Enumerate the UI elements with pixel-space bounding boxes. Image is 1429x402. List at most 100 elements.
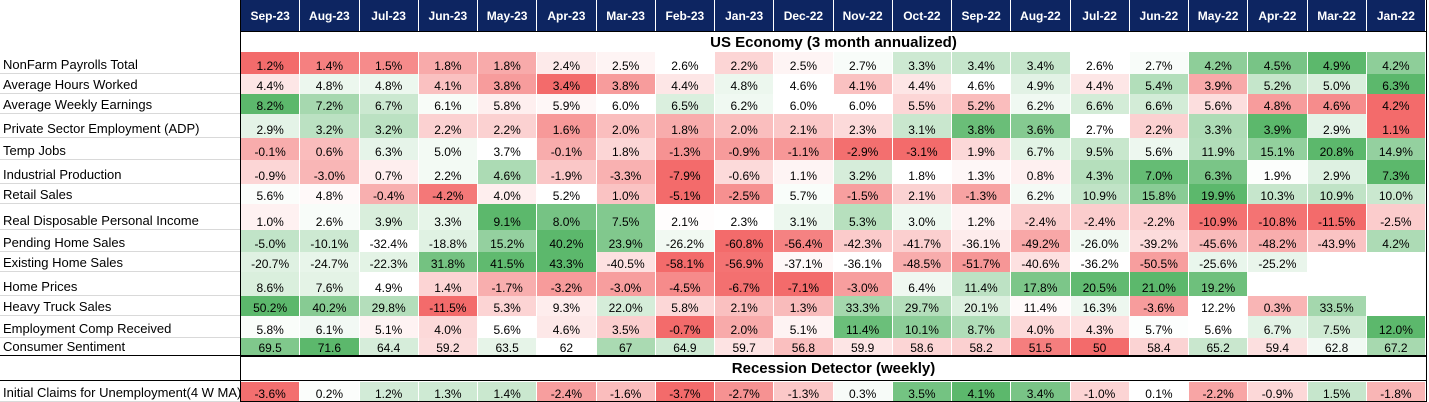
table-cell: 4.2% [1366, 94, 1426, 114]
table-cell: 6.0% [833, 94, 893, 114]
table-cell: 4.2% [1189, 52, 1249, 74]
column-header: Aug-22 [1011, 0, 1071, 31]
table-cell: 4.6% [537, 316, 597, 338]
divider [1426, 0, 1427, 402]
column-header: Dec-22 [774, 0, 834, 31]
table-cell: -1.3% [952, 184, 1012, 204]
table-cell: 2.3% [833, 114, 893, 138]
table-cell: 1.5% [359, 52, 419, 74]
column-header: Apr-22 [1248, 0, 1308, 31]
table-cell: 3.2% [359, 114, 419, 138]
table-cell: -24.7% [300, 252, 360, 272]
table-cell: -56.9% [715, 252, 775, 272]
table-cell: 7.5% [1307, 316, 1367, 338]
table-cell: 58.6 [892, 338, 952, 356]
table-cell: -0.9% [241, 160, 301, 184]
table-cell: 5.6% [1189, 94, 1249, 114]
table-cell: -11.5% [1307, 204, 1367, 230]
table-cell: 11.4% [833, 316, 893, 338]
table-cell: -26.2% [655, 230, 715, 252]
table-cell: -2.4% [1070, 204, 1130, 230]
table-cell: 4.8% [300, 74, 360, 94]
table-cell: -5.0% [241, 230, 301, 252]
table-cell: 4.8% [715, 74, 775, 94]
table-cell: -11.5% [418, 296, 478, 316]
table-cell: 8.0% [537, 204, 597, 230]
table-cell: -56.4% [774, 230, 834, 252]
column-header: Sep-23 [241, 0, 301, 31]
row-label: Temp Jobs [0, 138, 241, 160]
table-cell: 10.1% [892, 316, 952, 338]
table-cell: 1.0% [241, 204, 301, 230]
table-cell: 1.9% [952, 138, 1012, 160]
table-cell: 3.5% [892, 382, 952, 402]
table-cell: -22.3% [359, 252, 419, 272]
table-cell: 67 [596, 338, 656, 356]
table-cell: -0.6% [715, 160, 775, 184]
table-cell: -1.6% [596, 382, 656, 402]
table-cell: 1.2% [359, 382, 419, 402]
table-cell: 1.5% [1307, 382, 1367, 402]
table-cell: -3.3% [596, 160, 656, 184]
table-cell: 2.9% [241, 114, 301, 138]
table-cell: 10.0% [1366, 184, 1426, 204]
table-cell: 6.6% [1129, 94, 1189, 114]
table-cell: 3.2% [833, 160, 893, 184]
table-cell: 1.1% [774, 160, 834, 184]
table-cell: -0.9% [715, 138, 775, 160]
table-cell: 1.8% [596, 138, 656, 160]
table-cell: 15.2% [478, 230, 538, 252]
table-cell: 9.5% [1070, 138, 1130, 160]
table-cell: 1.8% [418, 52, 478, 74]
row-label: Heavy Truck Sales [0, 296, 241, 316]
table-cell: 5.4% [1129, 74, 1189, 94]
table-cell: 2.1% [715, 296, 775, 316]
table-cell: 2.2% [418, 114, 478, 138]
column-header: Feb-23 [655, 0, 715, 31]
table-cell: 4.1% [833, 74, 893, 94]
table-cell: 5.3% [833, 204, 893, 230]
divider [0, 355, 1427, 356]
table-cell: 4.3% [1070, 160, 1130, 184]
table-cell: 5.5% [892, 94, 952, 114]
table-cell: 0.3% [833, 382, 893, 402]
table-cell: -51.7% [952, 252, 1012, 272]
table-cell: 5.9% [537, 94, 597, 114]
table-cell: -45.6% [1189, 230, 1249, 252]
table-cell: 2.0% [715, 316, 775, 338]
table-cell: 10.9% [1070, 184, 1130, 204]
row-label: Real Disposable Personal Income [0, 204, 241, 230]
table-cell: 7.0% [1129, 160, 1189, 184]
table-cell: 2.2% [715, 52, 775, 74]
table-cell: 51.5 [1011, 338, 1071, 356]
table-cell: -60.8% [715, 230, 775, 252]
table-cell: 1.2% [241, 52, 301, 74]
table-cell: 2.6% [1070, 52, 1130, 74]
table-cell: 4.6% [1307, 94, 1367, 114]
table-cell: -2.9% [833, 138, 893, 160]
table-cell: 15.8% [1129, 184, 1189, 204]
row-label: Pending Home Sales [0, 230, 241, 252]
table-cell: -1.7% [478, 272, 538, 296]
table-cell: -26.0% [1070, 230, 1130, 252]
table-cell: 7.3% [1366, 160, 1426, 184]
table-cell: 2.4% [537, 52, 597, 74]
table-cell: 6.4% [892, 272, 952, 296]
table-cell: 16.3% [1070, 296, 1130, 316]
table-cell: 3.2% [300, 114, 360, 138]
table-cell: 1.9% [1248, 160, 1308, 184]
table-cell: -36.1% [833, 252, 893, 272]
table-cell: 59.4 [1248, 338, 1308, 356]
table-cell: 2.1% [774, 114, 834, 138]
table-cell: 5.2% [1248, 74, 1308, 94]
table-cell: 6.3% [1366, 74, 1426, 94]
table-cell: 2.2% [478, 114, 538, 138]
table-cell: -3.1% [892, 138, 952, 160]
table-cell: 5.8% [478, 94, 538, 114]
table-cell: -4.2% [418, 184, 478, 204]
column-header: Sep-22 [952, 0, 1012, 31]
row-label: Employment Comp Received [0, 316, 241, 338]
table-cell: 29.8% [359, 296, 419, 316]
column-header: Jun-22 [1129, 0, 1189, 31]
table-cell: 5.3% [478, 296, 538, 316]
